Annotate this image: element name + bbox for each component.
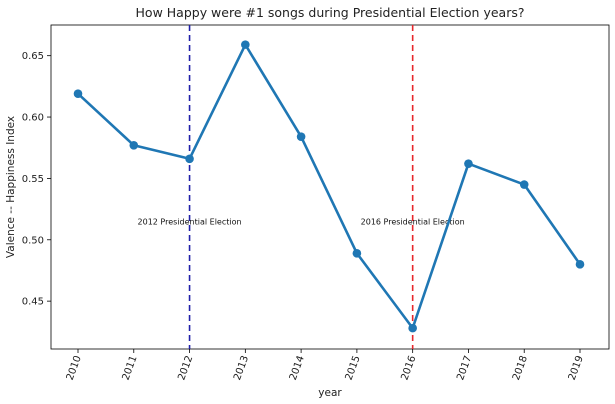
data-point-2011	[129, 140, 139, 150]
data-point-2014	[296, 132, 306, 141]
y-tick-label: 0.65	[22, 51, 44, 62]
plot-frame	[50, 24, 610, 350]
data-point-2010	[73, 89, 83, 99]
x-axis-label: year	[318, 387, 342, 399]
y-tick-label: 0.60	[22, 113, 44, 124]
y-axis: 0.45 0.50 0.55 0.60 0.65	[22, 51, 51, 308]
data-point-2012	[185, 154, 194, 164]
y-tick-label: 0.45	[22, 297, 44, 308]
data-point-2019	[575, 260, 585, 269]
x-tick-label: 2012	[176, 354, 195, 382]
x-axis: 2010 2011 2012 2013 2014 2015 2016 2017 2018 2019	[65, 349, 586, 382]
x-tick-label: 2015	[344, 354, 363, 382]
election-label-2012: 2012 Presidential Election	[138, 218, 242, 227]
x-tick-label: 2016	[399, 354, 418, 382]
x-tick-label: 2011	[121, 354, 140, 382]
series-line	[77, 43, 582, 330]
y-tick-label: 0.55	[22, 174, 44, 185]
election-lines: 2012 Presidential Election 2016 President…	[138, 25, 465, 349]
data-point-2017	[464, 159, 473, 168]
x-tick-label: 2010	[65, 354, 84, 382]
data-point-2018	[519, 180, 529, 189]
y-axis-label: Valence -- Happiness Index	[5, 116, 17, 258]
data-point-2016	[408, 323, 417, 333]
chart-title: How Happy were #1 songs during President…	[136, 5, 525, 20]
election-label-2016: 2016 Presidential Election	[361, 218, 465, 227]
data-point-2013	[241, 40, 250, 49]
x-tick-label: 2019	[567, 354, 586, 382]
series-layer	[73, 40, 585, 333]
x-tick-label: 2013	[232, 354, 251, 382]
x-tick-label: 2018	[511, 354, 530, 382]
x-tick-label: 2014	[288, 354, 307, 382]
x-tick-label: 2017	[455, 354, 474, 382]
y-tick-label: 0.50	[22, 235, 44, 246]
data-point-2015	[352, 248, 362, 258]
plot-area: 0.450.500.550.600.65 2010 2011 2012 2013 201…	[22, 24, 610, 382]
